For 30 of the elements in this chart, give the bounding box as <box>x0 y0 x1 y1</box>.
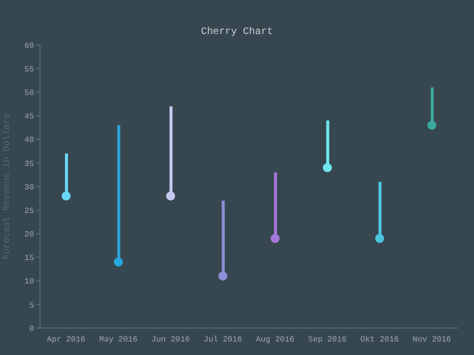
point <box>322 163 332 172</box>
y-tick-label: 0 <box>29 324 34 334</box>
point <box>427 120 436 130</box>
x-tick-label: Jul 2016 <box>204 336 242 345</box>
chart-title: Cherry Chart <box>200 27 274 38</box>
point <box>218 272 228 281</box>
point <box>375 234 384 243</box>
point <box>62 191 71 200</box>
y-tick-label: 5 <box>29 301 34 310</box>
y-tick-label: 25 <box>24 206 34 216</box>
y-tick-label: 60 <box>24 42 34 51</box>
x-tick-label: Apr 2016 <box>46 336 86 345</box>
point <box>166 191 176 200</box>
x-tick-label: May 2016 <box>99 336 138 345</box>
x-tick-label: Jun 2016 <box>151 336 190 345</box>
y-tick-label: 20 <box>24 230 34 240</box>
y-tick-label: 10 <box>24 278 34 287</box>
x-tick-label: Aug 2016 <box>256 336 295 345</box>
y-tick-label: 50 <box>24 89 34 98</box>
y-tick-label: 35 <box>24 160 34 169</box>
x-tick-label: Nov 2016 <box>412 336 452 345</box>
y-tick-label: 40 <box>24 136 34 146</box>
point <box>114 257 123 266</box>
y-tick-label: 45 <box>24 112 34 122</box>
y-tick-label: 55 <box>24 65 34 74</box>
x-tick-label: Okt 2016 <box>360 336 400 345</box>
point <box>270 234 280 243</box>
x-tick-label: Sep 2016 <box>308 336 347 345</box>
y-tick-label: 30 <box>24 183 34 192</box>
y-tick-label: 15 <box>24 254 34 264</box>
